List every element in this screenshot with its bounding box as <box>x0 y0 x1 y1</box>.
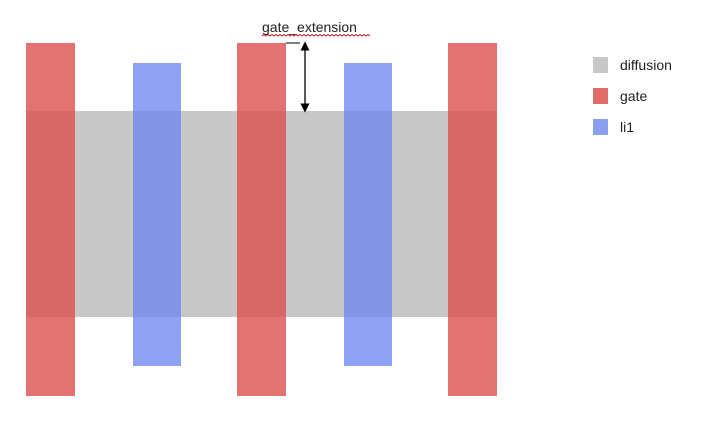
legend-label-li1: li1 <box>620 119 635 135</box>
legend-item-li1: li1 <box>593 117 634 137</box>
legend-swatch-gate <box>593 88 608 104</box>
legend-swatch-diffusion <box>593 57 608 73</box>
gate-stripe-2 <box>237 43 286 396</box>
li1-stripe-1 <box>133 63 181 366</box>
li1-stripe-2 <box>344 63 392 366</box>
gate-extension-label: gate_extension <box>262 19 357 35</box>
spellcheck-underline <box>261 33 371 37</box>
legend-label-gate: gate <box>620 88 648 104</box>
gate-stripe-1 <box>26 43 75 396</box>
legend-swatch-li1 <box>593 119 608 135</box>
gate-stripe-3 <box>448 43 497 396</box>
legend-label-diffusion: diffusion <box>620 57 672 73</box>
legend-item-diffusion: diffusion <box>593 55 672 75</box>
legend-item-gate: gate <box>593 86 647 106</box>
